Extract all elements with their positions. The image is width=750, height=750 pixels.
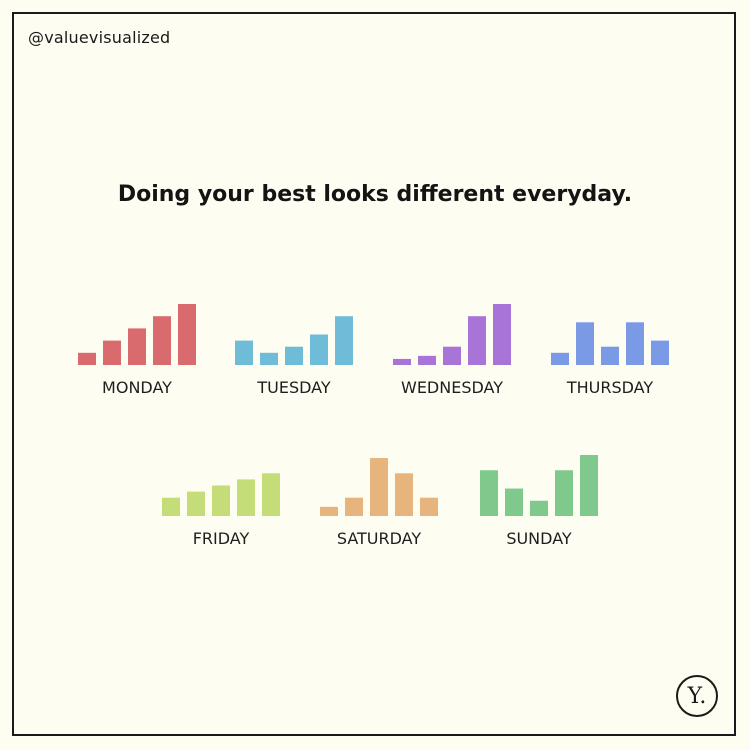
day-label-sunday: SUNDAY [506, 529, 572, 548]
bar-friday-1 [162, 497, 180, 516]
bar-sunday-2 [505, 488, 523, 516]
card-frame [12, 12, 736, 736]
bar-sunday-3 [530, 500, 548, 516]
bar-friday-4 [237, 479, 255, 516]
bar-thursday-5 [651, 340, 669, 365]
bar-saturday-1 [320, 506, 338, 516]
bar-tuesday-3 [285, 346, 303, 365]
page-title: Doing your best looks different everyday… [117, 182, 633, 207]
bar-wednesday-5 [493, 304, 511, 365]
bar-sunday-5 [580, 455, 598, 516]
bar-thursday-1 [551, 352, 569, 365]
chart-tuesday: TUESDAY [235, 316, 353, 397]
bar-friday-3 [212, 485, 230, 516]
bar-saturday-5 [420, 497, 438, 516]
bar-saturday-3 [370, 458, 388, 516]
chart-thursday: THURSDAY [551, 322, 669, 397]
bar-thursday-4 [626, 322, 644, 365]
bar-thursday-3 [601, 346, 619, 365]
bar-monday-2 [103, 340, 121, 365]
chart-friday: FRIDAY [162, 473, 280, 548]
day-label-thursday: THURSDAY [566, 378, 654, 397]
bar-monday-1 [78, 352, 96, 365]
bar-monday-4 [153, 316, 171, 365]
bar-tuesday-4 [310, 334, 328, 365]
brand-logo: Y. [676, 675, 718, 717]
bar-saturday-4 [395, 473, 413, 516]
chart-sunday: SUNDAY [480, 455, 598, 548]
bar-wednesday-4 [468, 316, 486, 365]
bar-thursday-2 [576, 322, 594, 365]
day-label-monday: MONDAY [102, 378, 172, 397]
bar-tuesday-5 [335, 316, 353, 365]
bar-friday-5 [262, 473, 280, 516]
chart-monday: MONDAY [78, 304, 196, 397]
account-handle: @valuevisualized [28, 28, 171, 47]
bar-wednesday-1 [393, 358, 411, 365]
bar-saturday-2 [345, 497, 363, 516]
bar-tuesday-1 [235, 340, 253, 365]
bar-tuesday-2 [260, 352, 278, 365]
bar-monday-3 [128, 328, 146, 365]
bar-wednesday-2 [418, 355, 436, 365]
bar-friday-2 [187, 491, 205, 516]
bar-sunday-4 [555, 470, 573, 516]
day-label-saturday: SATURDAY [337, 529, 422, 548]
bar-sunday-1 [480, 470, 498, 516]
bar-wednesday-3 [443, 346, 461, 365]
bar-monday-5 [178, 304, 196, 365]
chart-saturday: SATURDAY [320, 458, 438, 548]
day-label-wednesday: WEDNESDAY [401, 378, 503, 397]
chart-wednesday: WEDNESDAY [393, 304, 511, 397]
day-label-friday: FRIDAY [193, 529, 250, 548]
day-label-tuesday: TUESDAY [256, 378, 330, 397]
